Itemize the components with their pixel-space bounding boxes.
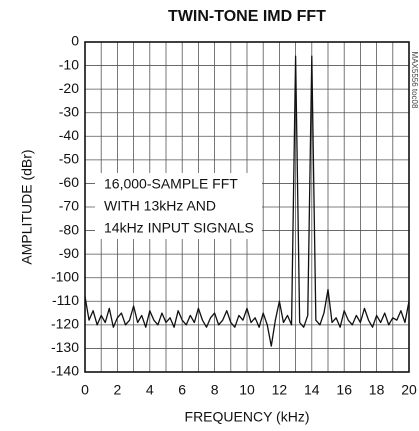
- x-tick-label: 16: [336, 382, 352, 398]
- y-tick-label: -70: [59, 198, 79, 214]
- x-tick-label: 4: [146, 382, 154, 398]
- x-tick-label: 12: [272, 382, 288, 398]
- x-axis-label: FREQUENCY (kHz): [185, 409, 310, 425]
- y-tick-label: -20: [59, 80, 79, 96]
- y-tick-label: -120: [51, 316, 79, 332]
- y-tick-label: -140: [51, 363, 79, 379]
- x-tick-label: 14: [304, 382, 320, 398]
- y-axis-label: AMPLITUDE (dBr): [19, 149, 35, 264]
- y-tick-label: -80: [59, 221, 79, 237]
- x-tick-label: 18: [369, 382, 385, 398]
- y-tick-label: -130: [51, 339, 79, 355]
- plot-frame: [84, 41, 410, 373]
- annotation-box: [95, 173, 262, 239]
- y-tick-label: -10: [59, 56, 79, 72]
- y-tick-label: -90: [59, 245, 79, 261]
- y-tick-label: 0: [71, 33, 79, 49]
- y-tick-label: -30: [59, 103, 79, 119]
- y-tick-label: -60: [59, 174, 79, 190]
- chart-title: TWIN-TONE IMD FFT: [168, 8, 326, 25]
- y-tick-label: -110: [52, 292, 79, 308]
- x-tick-label: 0: [81, 382, 89, 398]
- annotation: 14kHz INPUT SIGNALS: [104, 220, 254, 236]
- side-label: MAX5556 toc08: [410, 52, 419, 109]
- y-tick-label: -40: [59, 127, 79, 143]
- x-tick-label: 2: [114, 382, 122, 398]
- y-tick-label: -100: [51, 268, 79, 284]
- plot: [84, 55, 410, 347]
- x-tick-label: 6: [178, 382, 186, 398]
- series-line: [84, 55, 410, 347]
- x-tick-label: 20: [401, 382, 417, 398]
- annotation: 16,000-SAMPLE FFT: [104, 176, 238, 192]
- x-tick-label: 8: [211, 382, 219, 398]
- y-tick-label: -50: [59, 151, 79, 167]
- x-tick-label: 10: [239, 382, 255, 398]
- annotation: WITH 13kHz AND: [104, 198, 216, 214]
